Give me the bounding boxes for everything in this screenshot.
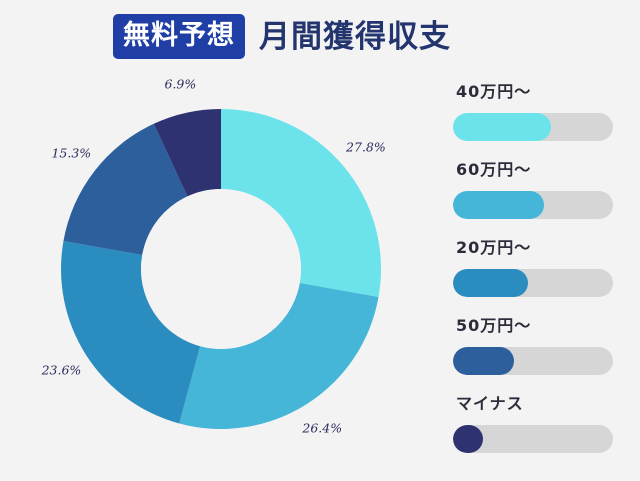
slice-percent-label: 23.6%	[41, 362, 82, 377]
legend-bar-track	[453, 347, 613, 375]
slice-percent-label: 26.4%	[301, 421, 342, 436]
legend-item: 60万円〜	[453, 154, 613, 232]
legend-label: 20万円〜	[456, 238, 532, 257]
donut-chart: 27.8% 26.4% 23.6% 15.3% 6.9%	[41, 76, 386, 436]
donut-hole	[141, 189, 301, 349]
chart-title: 月間獲得収支	[259, 18, 451, 55]
legend-bar-fill	[453, 191, 545, 219]
chart-header: 無料予想 月間獲得収支	[113, 14, 451, 59]
slice-percent-label: 27.8%	[345, 140, 386, 155]
donut-slice	[179, 283, 379, 430]
donut-slice	[63, 123, 188, 255]
legend-label: マイナス	[456, 394, 524, 413]
legend-item: 20万円〜	[453, 232, 613, 310]
legend-bar-track	[453, 113, 613, 141]
legend-bar-fill	[453, 269, 529, 297]
legend-label: 50万円〜	[456, 316, 532, 335]
legend-bar-fill	[453, 425, 484, 453]
legend-label: 40万円〜	[456, 82, 532, 101]
legend-bar-fill	[453, 113, 551, 141]
legend-bar-track	[453, 269, 613, 297]
donut-slice	[60, 240, 201, 424]
legend: 40万円〜 60万円〜 20万円〜 50万円〜 マイナス	[453, 76, 613, 466]
legend-bar-fill	[453, 347, 514, 375]
legend-item: 40万円〜	[453, 76, 613, 154]
legend-bar-track	[453, 425, 613, 453]
legend-bar-track	[453, 191, 613, 219]
legend-item: 50万円〜	[453, 310, 613, 388]
donut-slice	[153, 109, 221, 197]
legend-item: マイナス	[453, 388, 613, 466]
slice-percent-label: 15.3%	[51, 146, 91, 161]
legend-label: 60万円〜	[456, 160, 532, 179]
free-prediction-badge: 無料予想	[113, 14, 245, 59]
slice-percent-label: 6.9%	[164, 76, 196, 91]
donut-slice	[221, 109, 381, 298]
